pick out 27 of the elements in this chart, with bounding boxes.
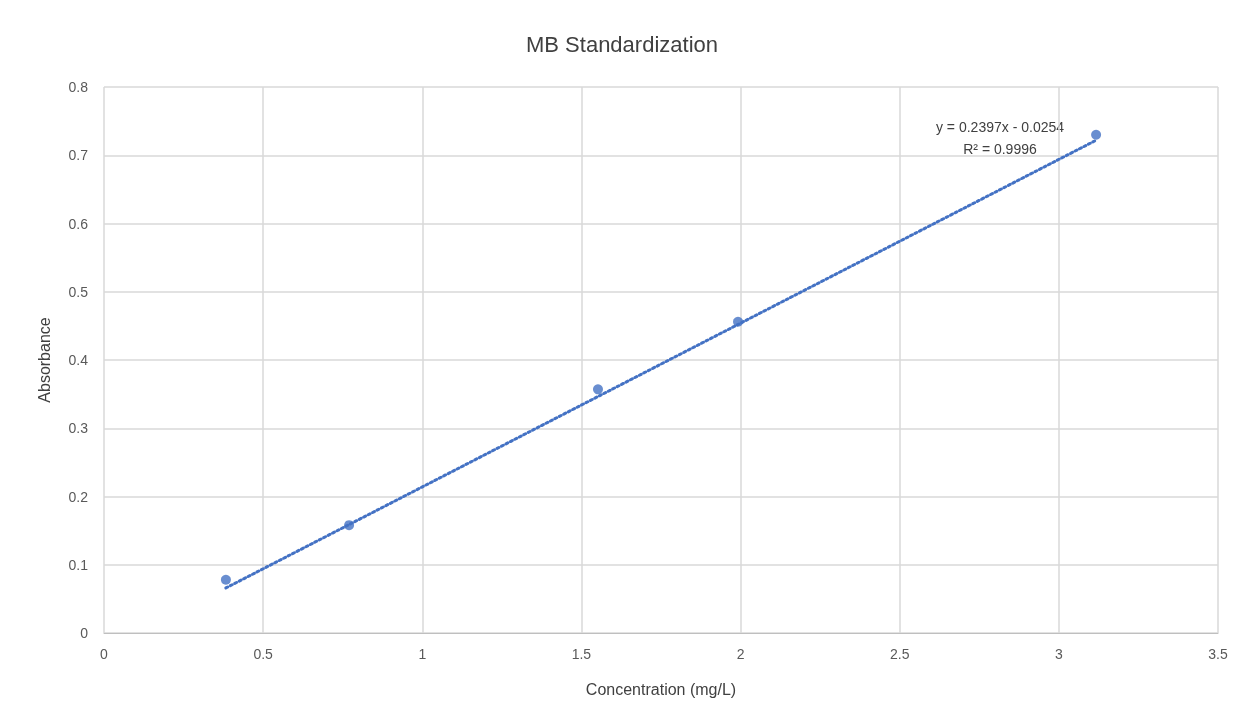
x-tick-label: 1 [418, 646, 427, 662]
y-tick-label: 0.4 [68, 352, 89, 368]
y-tick-label: 0.6 [68, 215, 89, 232]
y-tick-label: 0.3 [68, 420, 89, 437]
point [733, 316, 744, 327]
x-tick-label: 3.5 [1208, 646, 1228, 662]
annotation: R² = 0.9996 [963, 141, 1037, 157]
point [344, 520, 355, 531]
x-axis-title: Concentration (mg/L) [585, 680, 737, 698]
y-tick-label: 0.8 [68, 79, 89, 95]
x-tick-label: 1.5 [571, 646, 592, 662]
annotation: y = 0.2397x - 0.0254 [935, 119, 1065, 135]
x-tick-label: 2.5 [889, 646, 910, 662]
y-tick-label: 0.1 [68, 556, 89, 573]
y-tick-label: 0.2 [68, 488, 89, 505]
point [592, 384, 603, 395]
chart-title: MB Standardization [526, 31, 718, 57]
y-tick-label: 0 [80, 625, 89, 641]
x-tick-label: 0.5 [253, 646, 274, 662]
point [220, 574, 231, 585]
y-tick-label: 0.5 [68, 283, 89, 300]
x-tick-label: 2 [736, 646, 745, 662]
x-tick-label: 3 [1054, 646, 1063, 662]
y-tick-label: 0.7 [68, 147, 89, 164]
x-tick-label: 0 [100, 646, 109, 662]
y-axis-title: Absorbance [35, 317, 53, 403]
point [1091, 129, 1102, 140]
